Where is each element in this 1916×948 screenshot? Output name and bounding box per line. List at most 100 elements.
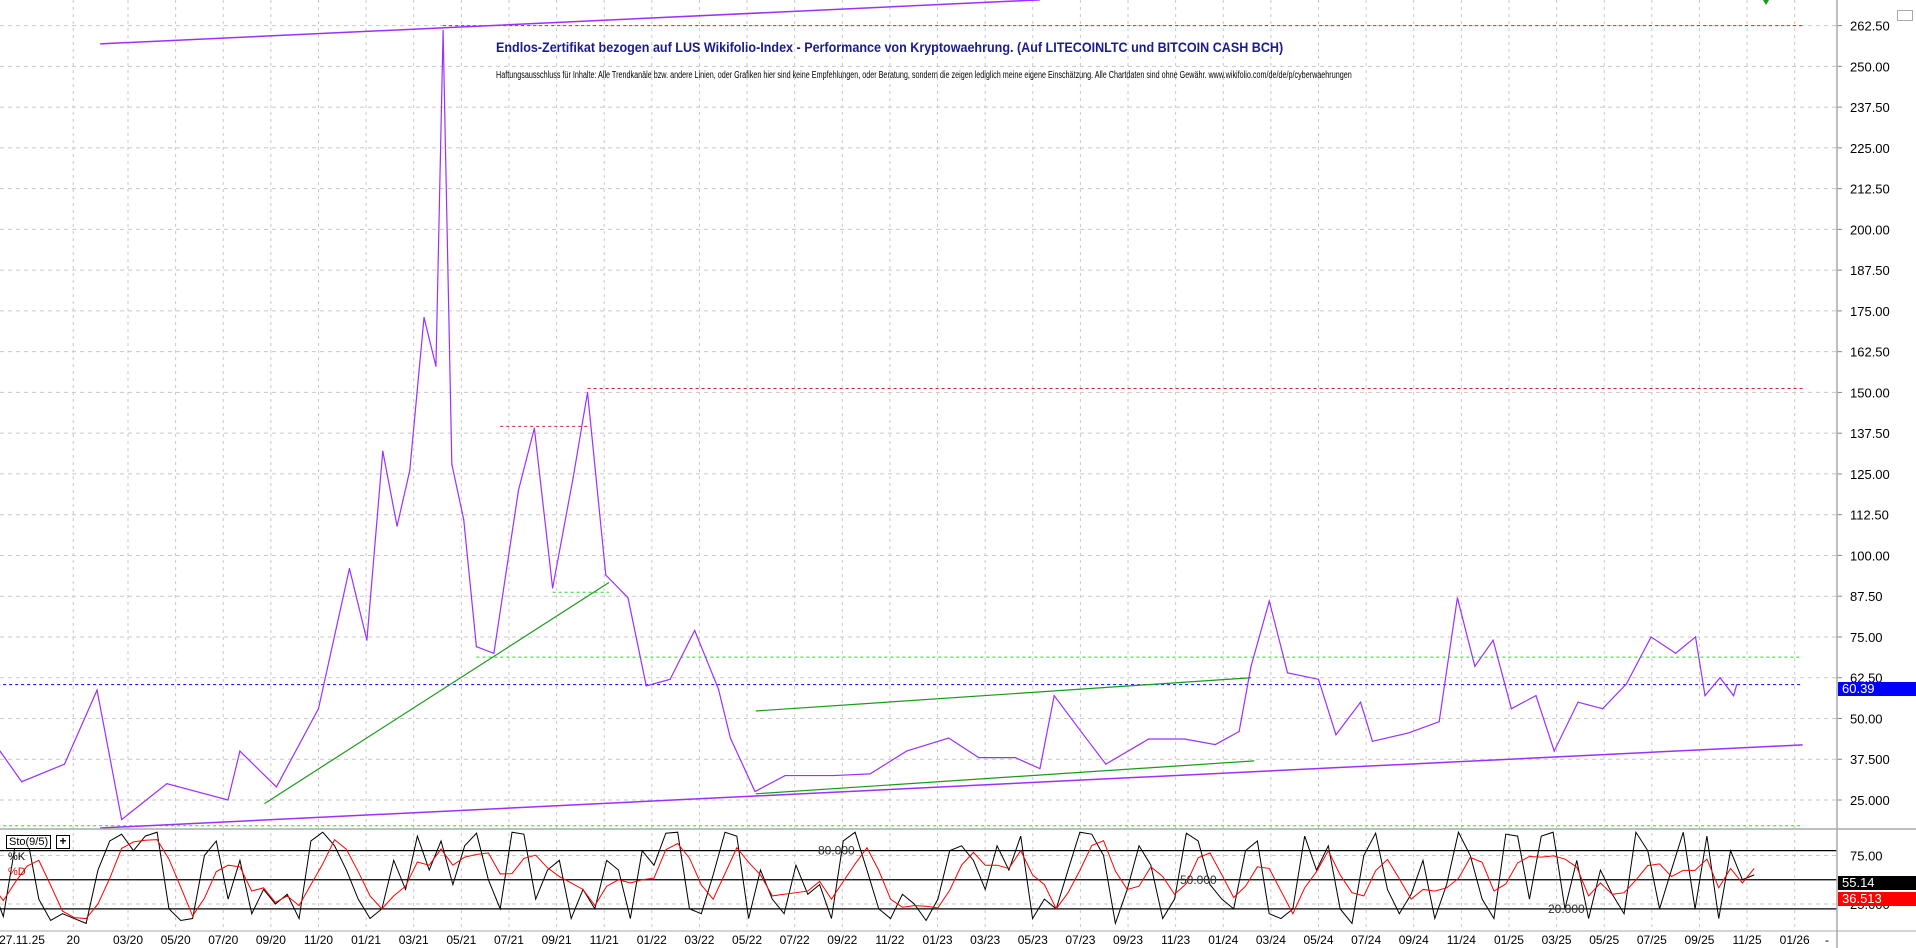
x-tick-label: 03/23: [970, 933, 1000, 947]
x-tick-label: 09/20: [256, 933, 286, 947]
price-point: [586, 391, 589, 394]
x-tick-label: 09/23: [1113, 933, 1143, 947]
price-point: [396, 525, 398, 527]
disclaimer-text: Haftungsausschluss für Inhalte: Alle Tre…: [496, 70, 1352, 81]
price-point: [21, 781, 23, 783]
price-point: [451, 463, 453, 465]
y-tick-label: 175.00: [1850, 304, 1890, 319]
stoch-k-line: [0, 830, 1755, 926]
y-tick-label: 137.50: [1850, 426, 1890, 441]
y-tick-label: 237.50: [1850, 100, 1890, 115]
stoch-level-label: 50.000: [1180, 873, 1217, 887]
price-point: [121, 818, 123, 821]
price-point: [1736, 683, 1738, 686]
price-point: [1371, 740, 1374, 742]
price-point: [1105, 763, 1107, 765]
y-tick-label: 200.00: [1850, 222, 1890, 237]
x-tick-label: 01/26: [1780, 933, 1810, 947]
price-point: [717, 688, 720, 690]
y-tick-label: 162.50: [1850, 345, 1890, 360]
price-point: [1456, 597, 1458, 599]
stoch-level-label: 80.000: [818, 844, 855, 858]
x-tick-label: 01/24: [1208, 933, 1238, 947]
price-point: [1268, 600, 1270, 602]
price-point: [694, 629, 696, 632]
price-point: [978, 757, 980, 759]
price-point: [1250, 665, 1252, 667]
x-tick-label: -: [1825, 933, 1829, 947]
x-tick-label: 11/20: [304, 933, 333, 947]
price-point: [1408, 732, 1410, 734]
add-indicator-button[interactable]: +: [56, 835, 70, 849]
price-point: [1675, 652, 1677, 654]
price-point: [1053, 695, 1055, 697]
x-tick-label: 07/20: [208, 933, 238, 947]
price-panel: [0, 0, 1837, 829]
x-tick-label: 01/22: [637, 933, 667, 947]
x-tick-label: 03/25: [1542, 933, 1572, 947]
price-point: [832, 774, 835, 777]
y-tick-label: 50.00: [1850, 711, 1883, 726]
price-point: [1625, 683, 1628, 685]
price-point: [366, 639, 368, 641]
chart-title: Endlos-Zertifikat bezogen auf LUS Wikifo…: [496, 40, 1284, 55]
price-point: [645, 685, 647, 687]
price-point: [1535, 695, 1537, 697]
minimize-panel-button[interactable]: [1897, 10, 1913, 21]
y-tick-label: 37.500: [1850, 752, 1890, 767]
x-tick-label: 11/25: [1733, 933, 1762, 947]
price-point: [1650, 636, 1652, 638]
price-point: [1694, 636, 1697, 638]
y-tick-label: 150.00: [1850, 385, 1890, 400]
x-tick-label: 09/21: [542, 933, 572, 947]
x-tick-label: 03/22: [684, 933, 714, 947]
indicator-label-stochastic[interactable]: Sto(9/5): [6, 835, 52, 849]
price-point: [1286, 672, 1289, 674]
y-tick-label: 100.00: [1850, 548, 1890, 563]
price-point: [463, 518, 465, 521]
stoch-level-label: 20.000: [1548, 902, 1585, 916]
price-point: [572, 476, 574, 478]
x-tick-label: 09/24: [1399, 933, 1429, 947]
price-point: [605, 574, 607, 576]
price-point: [1553, 750, 1555, 752]
price-point: [227, 799, 229, 801]
x-tick-label: 05/21: [446, 933, 476, 947]
y-tick-label: 225.00: [1850, 141, 1890, 156]
stoch-y-label: 75.00: [1850, 849, 1883, 864]
price-point: [475, 646, 478, 648]
x-tick-label: 03/24: [1256, 933, 1286, 947]
price-point: [1039, 768, 1041, 770]
k-value-tag: 55.14: [1838, 876, 1916, 890]
x-tick-label: 03/21: [399, 933, 429, 947]
y-tick-label: 262.50: [1850, 19, 1890, 34]
y-tick-label: 87.50: [1850, 589, 1883, 604]
trend-line-green: [755, 760, 1255, 795]
x-tick-label: 07/21: [494, 933, 524, 947]
price-point: [1474, 665, 1476, 667]
legend-k: %K: [8, 851, 26, 863]
trend-line-green: [264, 582, 610, 805]
price-point: [1510, 708, 1512, 710]
trend-line-green: [755, 677, 1252, 712]
x-tick-label: 07/24: [1351, 933, 1381, 947]
price-point: [275, 786, 278, 788]
y-tick-label: 25.000: [1850, 793, 1890, 808]
price-point: [1317, 678, 1320, 680]
price-point: [784, 774, 786, 777]
marker-diamond-icon: [1763, 0, 1769, 5]
price-point: [1214, 743, 1216, 746]
x-tick-label: 07/22: [780, 933, 810, 947]
price-point: [409, 470, 411, 472]
y-tick-label: 212.50: [1850, 182, 1890, 197]
price-point: [1183, 738, 1185, 740]
stoch-panel: [0, 830, 1837, 931]
price-point: [517, 489, 520, 491]
price-point: [317, 708, 320, 710]
x-tick-label: 07/23: [1065, 933, 1095, 947]
price-point: [442, 29, 444, 32]
price-point: [1081, 732, 1083, 734]
price-point: [63, 763, 66, 765]
y-tick-label: 250.00: [1850, 59, 1890, 74]
y-tick-label: 112.50: [1850, 508, 1889, 523]
